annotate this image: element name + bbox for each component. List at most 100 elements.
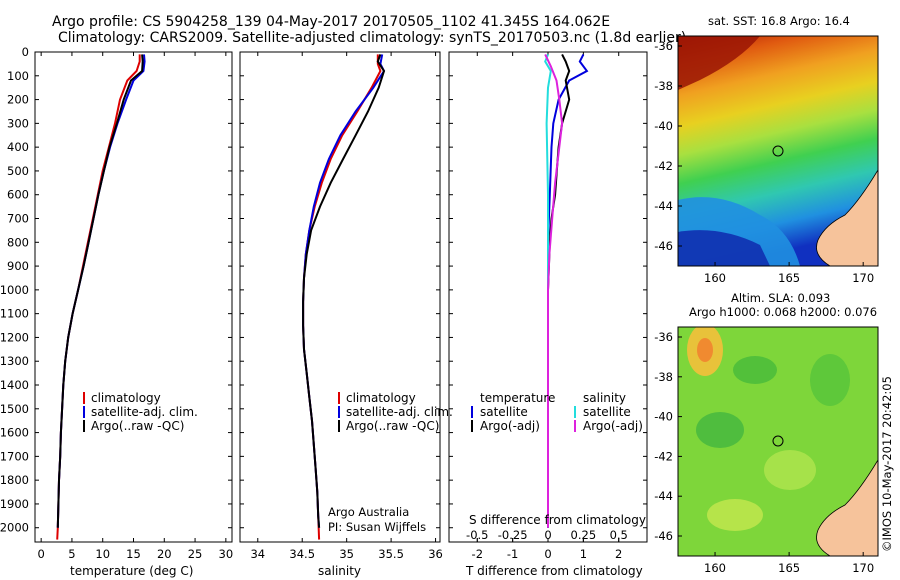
temp-legend-argo: Argo(..raw -QC) [91,419,184,433]
depth-tick-label: 1300 [0,354,29,368]
diff-series-temperature-argo-adj- [547,53,571,528]
salinity-panel: 34 34.5 35 35.5 36 salinity climatology sate… [239,51,453,578]
x-tick-label: 10 [95,547,110,561]
temperature-axes-frame [34,51,233,543]
sla-high-patch-3 [764,450,816,490]
x-tick-label: 15 [126,547,141,561]
diff-series-temperature-satellite [547,53,589,528]
x-tick-label: 1 [580,547,587,561]
sla-low-patch-4 [810,354,850,406]
map-y-tick-label: -44 [654,489,673,503]
map-y-tick-label: -46 [654,239,673,253]
map-x-tick-label: 170 [852,271,874,285]
depth-tick-label: 600 [7,188,29,202]
x-tick-label: 5 [68,547,75,561]
sst-map-ticks: -36 -38 -40 -42 -44 -46 160 165 170 [654,39,874,285]
difference-legend: temperature satellite Argo(-adj) salinit… [471,391,643,433]
x-tick-label: 25 [188,547,203,561]
difference-ticks: -2 -1 0 1 2 -0.5 -0.25 0 0.25 0.5 [449,51,647,561]
sla-map-ticks: -36 -38 -40 -42 -44 -46 160 165 170 [654,330,874,575]
map-y-tick-label: -36 [654,330,673,344]
salinity-axes-frame [239,51,441,543]
diff-legend-t-argo: Argo(-adj) [480,419,540,433]
x-tick-label: 2 [615,547,622,561]
argo-location-marker-sst [772,145,784,157]
sla-high-core [697,338,713,362]
difference-xlabel: T difference from climatology [465,564,643,578]
temp-legend-satellite: satellite-adj. clim. [91,405,198,419]
depth-tick-label: 100 [7,69,29,83]
temp-series-satellite [56,54,146,528]
temp-series-argo [56,54,144,528]
sst-map-frame [677,35,879,267]
sla-map-frame [677,326,879,557]
depth-tick-label: 500 [7,164,29,178]
salinity-ticks: 34 34.5 35 35.5 36 [240,51,443,561]
difference-lines [544,53,589,528]
x-tick-label: 30 [219,547,234,561]
sst-map-image [678,36,878,266]
depth-tick-label: 1900 [0,497,29,511]
land-south-island [816,169,878,266]
depth-tick-label: 900 [7,259,29,273]
depth-tick-label: 1400 [0,378,29,392]
diff-legend-s-satellite: satellite [583,405,631,419]
depth-tick-label: 1200 [0,330,29,344]
map-x-tick-label: 165 [778,561,800,575]
diff-legend-salinity-head: salinity [583,391,626,405]
map-y-tick-label: -40 [654,119,673,133]
diff-legend-s-argo: Argo(-adj) [583,419,643,433]
x-tick-label: 0 [544,528,551,542]
x-tick-label: 34 [250,547,265,561]
map-x-tick-label: 170 [852,561,874,575]
sla-map-panel: Altim. SLA: 0.093 Argo h1000: 0.068 h200… [654,291,894,575]
x-tick-label: 35.5 [378,547,404,561]
imos-credit: ©IMOS 10-May-2017 20:42:05 [880,376,894,552]
map-y-tick-label: -38 [654,79,673,93]
map-x-tick-label: 165 [778,271,800,285]
diff-legend-t-satellite: satellite [480,405,528,419]
sla-low-patch-1 [733,356,777,384]
depth-tick-labels: 0 100 200 300 400 500 600 700 800 900 1000 1100 1200… [0,45,29,535]
depth-tick-label: 1100 [0,307,29,321]
salinity-xlabel: salinity [318,564,361,578]
depth-tick-label: 300 [7,116,29,130]
map-x-tick-label: 160 [704,271,726,285]
diff-legend-temperature-head: temperature [480,391,555,405]
salinity-legend: climatology satellite-adj. clim. Argo(..… [338,391,453,433]
map-y-tick-label: -46 [654,529,673,543]
sal-legend-climatology: climatology [346,391,416,405]
x-tick-label: 36 [428,547,443,561]
temperature-lines [56,54,146,540]
map-y-tick-label: -42 [654,449,673,463]
sst-warm-patch [678,36,760,90]
x-tick-label: 0.5 [610,528,628,542]
temperature-legend: climatology satellite-adj. clim. Argo(..… [83,391,198,433]
difference-xlabel-top: S difference from climatology [469,513,646,527]
header-title-2: Climatology: CARS2009. Satellite-adjuste… [58,30,686,46]
depth-tick-label: 1600 [0,426,29,440]
depth-tick-label: 700 [7,212,29,226]
land-south-island [816,459,878,556]
depth-tick-label: 400 [7,140,29,154]
x-tick-label: 34.5 [289,547,315,561]
sla-map-title-2: Argo h1000: 0.068 h2000: 0.076 [689,305,877,319]
temperature-panel: 0 5 10 15 20 25 30 temperature (deg C) climato… [34,51,234,578]
temp-legend-climatology: climatology [91,391,161,405]
map-x-tick-label: 160 [704,561,726,575]
sst-map-title: sat. SST: 16.8 Argo: 16.4 [708,14,850,28]
sla-map-image [678,327,878,556]
sal-legend-argo: Argo(..raw -QC) [346,419,439,433]
sla-high-patch-5 [707,499,763,531]
salinity-lines [302,54,386,540]
depth-tick-label: 1500 [0,402,29,416]
x-tick-label: -1 [507,547,518,561]
x-tick-label: 0 [544,547,551,561]
sal-legend-satellite: satellite-adj. clim. [346,405,453,419]
x-tick-label: -0.5 [466,528,488,542]
map-y-tick-label: -42 [654,159,673,173]
depth-tick-label: 200 [7,93,29,107]
sst-cold-patch [678,230,770,266]
depth-tick-label: 2000 [0,521,29,535]
